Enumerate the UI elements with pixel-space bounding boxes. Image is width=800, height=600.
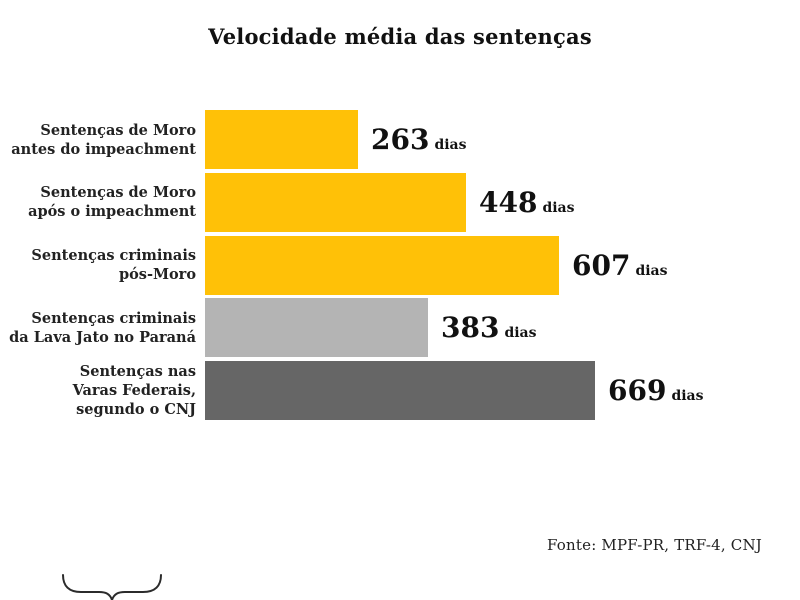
value-unit: dias [434, 137, 467, 153]
value-number: 669 [608, 374, 667, 407]
value-label: 448 dias [479, 173, 575, 232]
chart-title: Velocidade média das sentenças [208, 24, 592, 49]
value-label: 669 dias [608, 361, 704, 420]
value-unit: dias [635, 262, 668, 279]
bar [205, 235, 559, 295]
bar [205, 110, 358, 169]
category-label: Sentenças de Moro antes do impeachment [11, 121, 196, 158]
value-number: 383 [441, 311, 500, 345]
bar [205, 172, 466, 232]
source-note: Fonte: MPF-PR, TRF-4, CNJ [547, 536, 762, 554]
value-number: 607 [572, 248, 631, 282]
category-label: Sentenças de Moro após o impeachment [28, 184, 196, 221]
chart-row: Sentenças criminais pós-Moro 607 dias [0, 235, 800, 295]
value-number: 448 [479, 185, 538, 219]
chart-row: Sentenças de Moro após o impeachment 448 di… [0, 172, 800, 232]
category-label: Sentenças criminais pós-Moro [31, 247, 196, 283]
value-label: 607 dias [572, 236, 668, 295]
value-unit: dias [671, 388, 704, 404]
chart-row: Sentenças nas Varas Federais, segundo o CN… [0, 361, 800, 420]
underbrace-decoration-icon [62, 574, 162, 600]
chart-row: Sentenças de Moro antes do impeachment 263… [0, 110, 800, 169]
chart-row: Sentenças criminais da Lava Jato no Paran… [0, 298, 800, 358]
category-label: Sentenças criminais da Lava Jato no Paran… [9, 309, 196, 346]
value-label: 383 dias [441, 298, 537, 357]
bar [205, 298, 428, 358]
bar [205, 361, 595, 420]
category-label: Sentenças nas Varas Federais, segundo o CN… [72, 363, 196, 418]
value-unit: dias [504, 325, 537, 342]
value-unit: dias [542, 199, 575, 216]
value-label: 263 dias [371, 110, 467, 169]
value-number: 263 [371, 123, 430, 156]
